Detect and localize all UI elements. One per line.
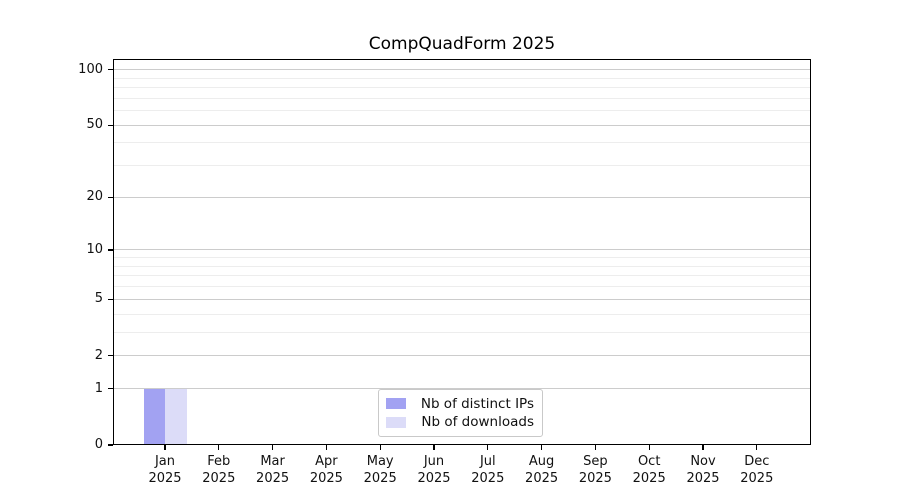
legend-swatch-distinct-ips: [386, 398, 406, 410]
bar-downloads-0: [165, 388, 187, 445]
y-gridline-minor-8: [114, 265, 810, 267]
y-tick-label-100: 100: [78, 61, 103, 77]
bar-distinct_ips-0: [143, 388, 165, 445]
y-tick-20: [108, 196, 113, 198]
x-tick-label-2: Mar 2025: [256, 454, 290, 486]
y-gridline-major-1: [114, 388, 810, 390]
x-tick-label-5: Jun 2025: [417, 454, 451, 486]
y-tick-10: [108, 249, 113, 251]
y-tick-100: [108, 68, 113, 71]
y-tick-label-2: 2: [94, 347, 103, 363]
x-tick-label-7: Aug 2025: [525, 454, 559, 486]
y-tick-2: [108, 355, 113, 357]
x-tick-label-3: Apr 2025: [309, 454, 343, 486]
y-gridline-major-20: [114, 196, 810, 198]
y-tick-label-50: 50: [86, 117, 103, 133]
x-tick-11: [756, 445, 758, 450]
legend-item-downloads: Nb of downloads: [386, 414, 534, 430]
x-tick-8: [594, 445, 597, 450]
y-gridline-minor-60: [114, 110, 810, 112]
y-gridline-minor-70: [114, 97, 810, 99]
legend-item-distinct-ips: Nb of distinct IPs: [386, 396, 534, 412]
x-tick-0: [164, 445, 166, 450]
y-gridline-minor-4: [114, 313, 810, 315]
x-tick-label-6: Jul 2025: [471, 454, 505, 486]
plot-area-border: [113, 59, 811, 445]
y-gridline-minor-7: [114, 275, 810, 277]
y-tick-50: [108, 124, 113, 126]
y-tick-label-1: 1: [94, 380, 103, 396]
chart-title: CompQuadForm 2025: [368, 34, 556, 54]
x-tick-4: [379, 445, 381, 450]
legend-label-downloads: Nb of downloads: [421, 414, 534, 431]
x-tick-7: [540, 445, 543, 450]
y-tick-0: [108, 444, 113, 446]
y-gridline-major-10: [114, 249, 810, 251]
y-gridline-major-2: [114, 355, 810, 357]
x-tick-label-1: Feb 2025: [202, 454, 236, 486]
legend-label-distinct-ips: Nb of distinct IPs: [420, 395, 534, 412]
y-tick-label-10: 10: [86, 241, 103, 257]
y-gridline-minor-3: [114, 331, 810, 333]
x-tick-6: [487, 445, 489, 450]
y-tick-label-0: 0: [94, 437, 103, 452]
x-tick-9: [648, 445, 650, 450]
x-tick-label-11: Dec 2025: [740, 454, 774, 486]
x-tick-label-10: Nov 2025: [686, 454, 720, 486]
x-tick-1: [218, 445, 220, 450]
legend: Nb of distinct IPs Nb of downloads: [378, 389, 543, 437]
y-tick-label-20: 20: [86, 189, 103, 205]
y-gridline-minor-30: [114, 165, 810, 167]
y-gridline-minor-90: [114, 77, 810, 79]
x-tick-label-8: Sep 2025: [578, 454, 612, 486]
y-gridline-minor-40: [114, 142, 810, 144]
y-gridline-major-5: [114, 298, 810, 300]
y-tick-label-5: 5: [94, 291, 103, 307]
y-gridline-major-50: [114, 124, 810, 126]
x-tick-label-0: Jan 2025: [148, 454, 182, 486]
x-tick-10: [702, 445, 704, 450]
y-tick-5: [108, 298, 113, 300]
y-tick-1: [108, 388, 113, 390]
y-gridline-minor-6: [114, 286, 810, 288]
legend-swatch-downloads: [386, 416, 407, 428]
x-tick-label-4: May 2025: [363, 454, 397, 486]
y-gridline-major-100: [114, 69, 810, 71]
x-tick-5: [433, 445, 435, 450]
y-gridline-minor-80: [114, 87, 810, 88]
x-tick-label-9: Oct 2025: [632, 454, 666, 486]
y-gridline-minor-9: [114, 257, 810, 259]
x-tick-2: [272, 445, 274, 450]
x-tick-3: [325, 445, 328, 450]
